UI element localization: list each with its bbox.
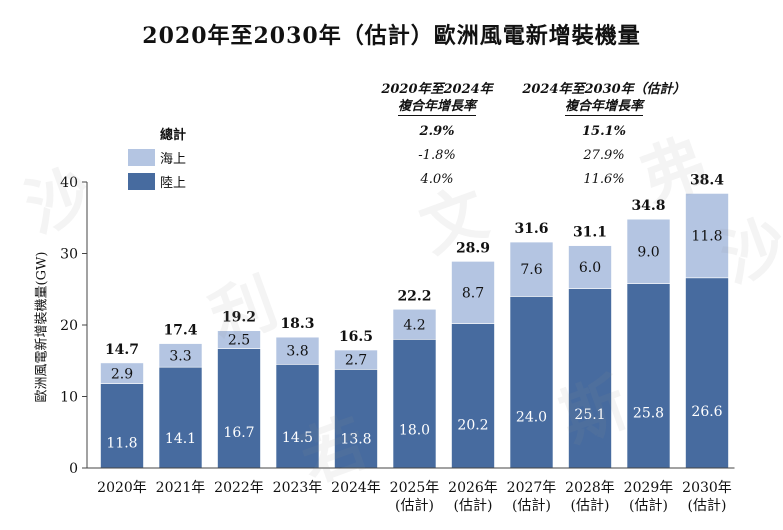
x-tick-label: (估計)	[454, 498, 493, 514]
x-tick-label: (估計)	[512, 498, 551, 514]
bar-label-offshore: 9.0	[637, 244, 659, 260]
bar-offshore	[509, 241, 554, 297]
bar-total-label: 34.8	[631, 198, 665, 214]
bar-offshore	[626, 218, 671, 284]
y-tick-label: 30	[60, 247, 78, 263]
bar-onshore	[100, 383, 144, 469]
bar-onshore	[685, 277, 729, 469]
cagr-onshore-col1: 4.0%	[420, 172, 454, 187]
bar-onshore	[275, 364, 320, 469]
legend-swatch-onshore	[128, 173, 155, 190]
bar-label-offshore: 11.8	[691, 229, 722, 245]
bar-total-label: 28.9	[456, 240, 490, 256]
bar-offshore	[451, 261, 495, 324]
x-tick-label: (估計)	[571, 498, 610, 514]
bar-label-offshore: 2.5	[228, 333, 250, 349]
bar-label-onshore: 11.8	[106, 436, 137, 452]
cagr-total-col2: 15.1%	[581, 124, 626, 139]
bar-total-label: 19.2	[222, 310, 256, 326]
x-tick-label: 2022年	[214, 480, 264, 496]
bar-total-label: 18.3	[280, 316, 314, 332]
x-tick-label: 2027年	[507, 480, 557, 496]
legend-swatch-offshore	[128, 149, 155, 166]
bar-total-label: 31.1	[573, 225, 607, 241]
chart-title: 2020年至2030年（估計）歐洲風電新增裝機量	[142, 23, 641, 49]
cagr-total-col1: 2.9%	[419, 124, 455, 139]
cagr-header-col1-line2: 複合年增長率	[397, 99, 476, 116]
bar-offshore	[568, 245, 612, 289]
bar-label-onshore: 20.2	[457, 418, 488, 434]
cagr-offshore-col1: -1.8%	[418, 148, 456, 163]
bar-label-onshore: 26.6	[691, 404, 722, 420]
cagr-header-col1: 2020年至2024年 複合年增長率	[372, 81, 502, 116]
x-tick-label: (估計)	[629, 498, 668, 514]
bar-total-label: 17.4	[163, 323, 197, 339]
bar-onshore	[392, 338, 437, 469]
x-tick-label: 2021年	[156, 480, 206, 496]
bar-label-onshore: 25.8	[633, 406, 664, 422]
cagr-header-col2-line2: 複合年增長率	[564, 99, 643, 116]
y-tick-label: 20	[60, 318, 78, 334]
legend-label-onshore: 陸上	[160, 176, 187, 191]
bar-offshore	[334, 349, 378, 370]
bar-offshore	[217, 330, 261, 349]
bar-onshore	[509, 296, 554, 469]
bar-offshore	[158, 343, 203, 368]
x-tick-label: 2029年	[624, 480, 674, 496]
bar-onshore	[217, 348, 261, 469]
cagr-onshore-col2: 11.6%	[583, 172, 625, 187]
bar-onshore	[626, 283, 671, 469]
bar-offshore	[275, 336, 320, 365]
bar-total-label: 31.6	[514, 221, 548, 237]
bar-offshore	[685, 193, 729, 279]
bar-label-offshore: 4.2	[403, 317, 425, 333]
y-tick-label: 10	[60, 390, 78, 406]
bar-label-onshore: 18.0	[399, 422, 430, 438]
x-tick-label: 2023年	[273, 480, 323, 496]
y-tick-label: 40	[60, 175, 78, 191]
legend-label-total: 總計	[160, 128, 187, 143]
x-tick-label: 2024年	[331, 480, 381, 496]
bar-onshore	[158, 366, 203, 469]
bar-label-offshore: 2.7	[345, 353, 367, 369]
bar-onshore	[334, 369, 378, 469]
cagr-offshore-col2: 27.9%	[583, 148, 625, 163]
x-tick-label: 2028年	[565, 480, 615, 496]
bar-label-offshore: 2.9	[111, 366, 133, 382]
x-tick-label: (估計)	[395, 498, 434, 514]
legend-label-offshore: 海上	[160, 152, 187, 167]
bar-offshore	[392, 308, 437, 340]
cagr-header-col1-line1: 2020年至2024年	[381, 82, 493, 97]
bar-label-onshore: 16.7	[223, 425, 254, 441]
bar-label-offshore: 3.8	[286, 344, 308, 360]
bar-label-offshore: 8.7	[462, 285, 484, 301]
bar-onshore	[568, 288, 612, 469]
bar-offshore	[100, 362, 144, 384]
cagr-header-col2: 2024年至2030年（估計） 複合年增長率	[509, 81, 699, 116]
bar-label-offshore: 7.6	[520, 262, 542, 278]
bar-total-label: 38.4	[690, 172, 724, 188]
y-tick-label: 0	[69, 461, 78, 477]
bar-label-onshore: 14.5	[282, 430, 313, 446]
x-tick-label: (估計)	[688, 498, 727, 514]
x-tick-label: 2020年	[97, 480, 147, 496]
x-tick-label: 2025年	[390, 480, 440, 496]
bar-label-offshore: 6.0	[579, 260, 601, 276]
bar-total-label: 16.5	[339, 329, 373, 345]
cagr-header-col2-line1: 2024年至2030年（估計）	[522, 82, 686, 97]
x-tick-label: 2030年	[682, 480, 732, 496]
bar-label-onshore: 13.8	[340, 431, 371, 447]
bar-total-label: 22.2	[397, 288, 431, 304]
bar-label-offshore: 3.3	[169, 348, 191, 364]
bar-onshore	[451, 323, 495, 469]
bar-label-onshore: 25.1	[574, 407, 605, 423]
bar-label-onshore: 14.1	[165, 431, 196, 447]
bar-label-onshore: 24.0	[516, 410, 547, 426]
x-tick-label: 2026年	[448, 480, 498, 496]
bar-total-label: 14.7	[105, 342, 139, 358]
